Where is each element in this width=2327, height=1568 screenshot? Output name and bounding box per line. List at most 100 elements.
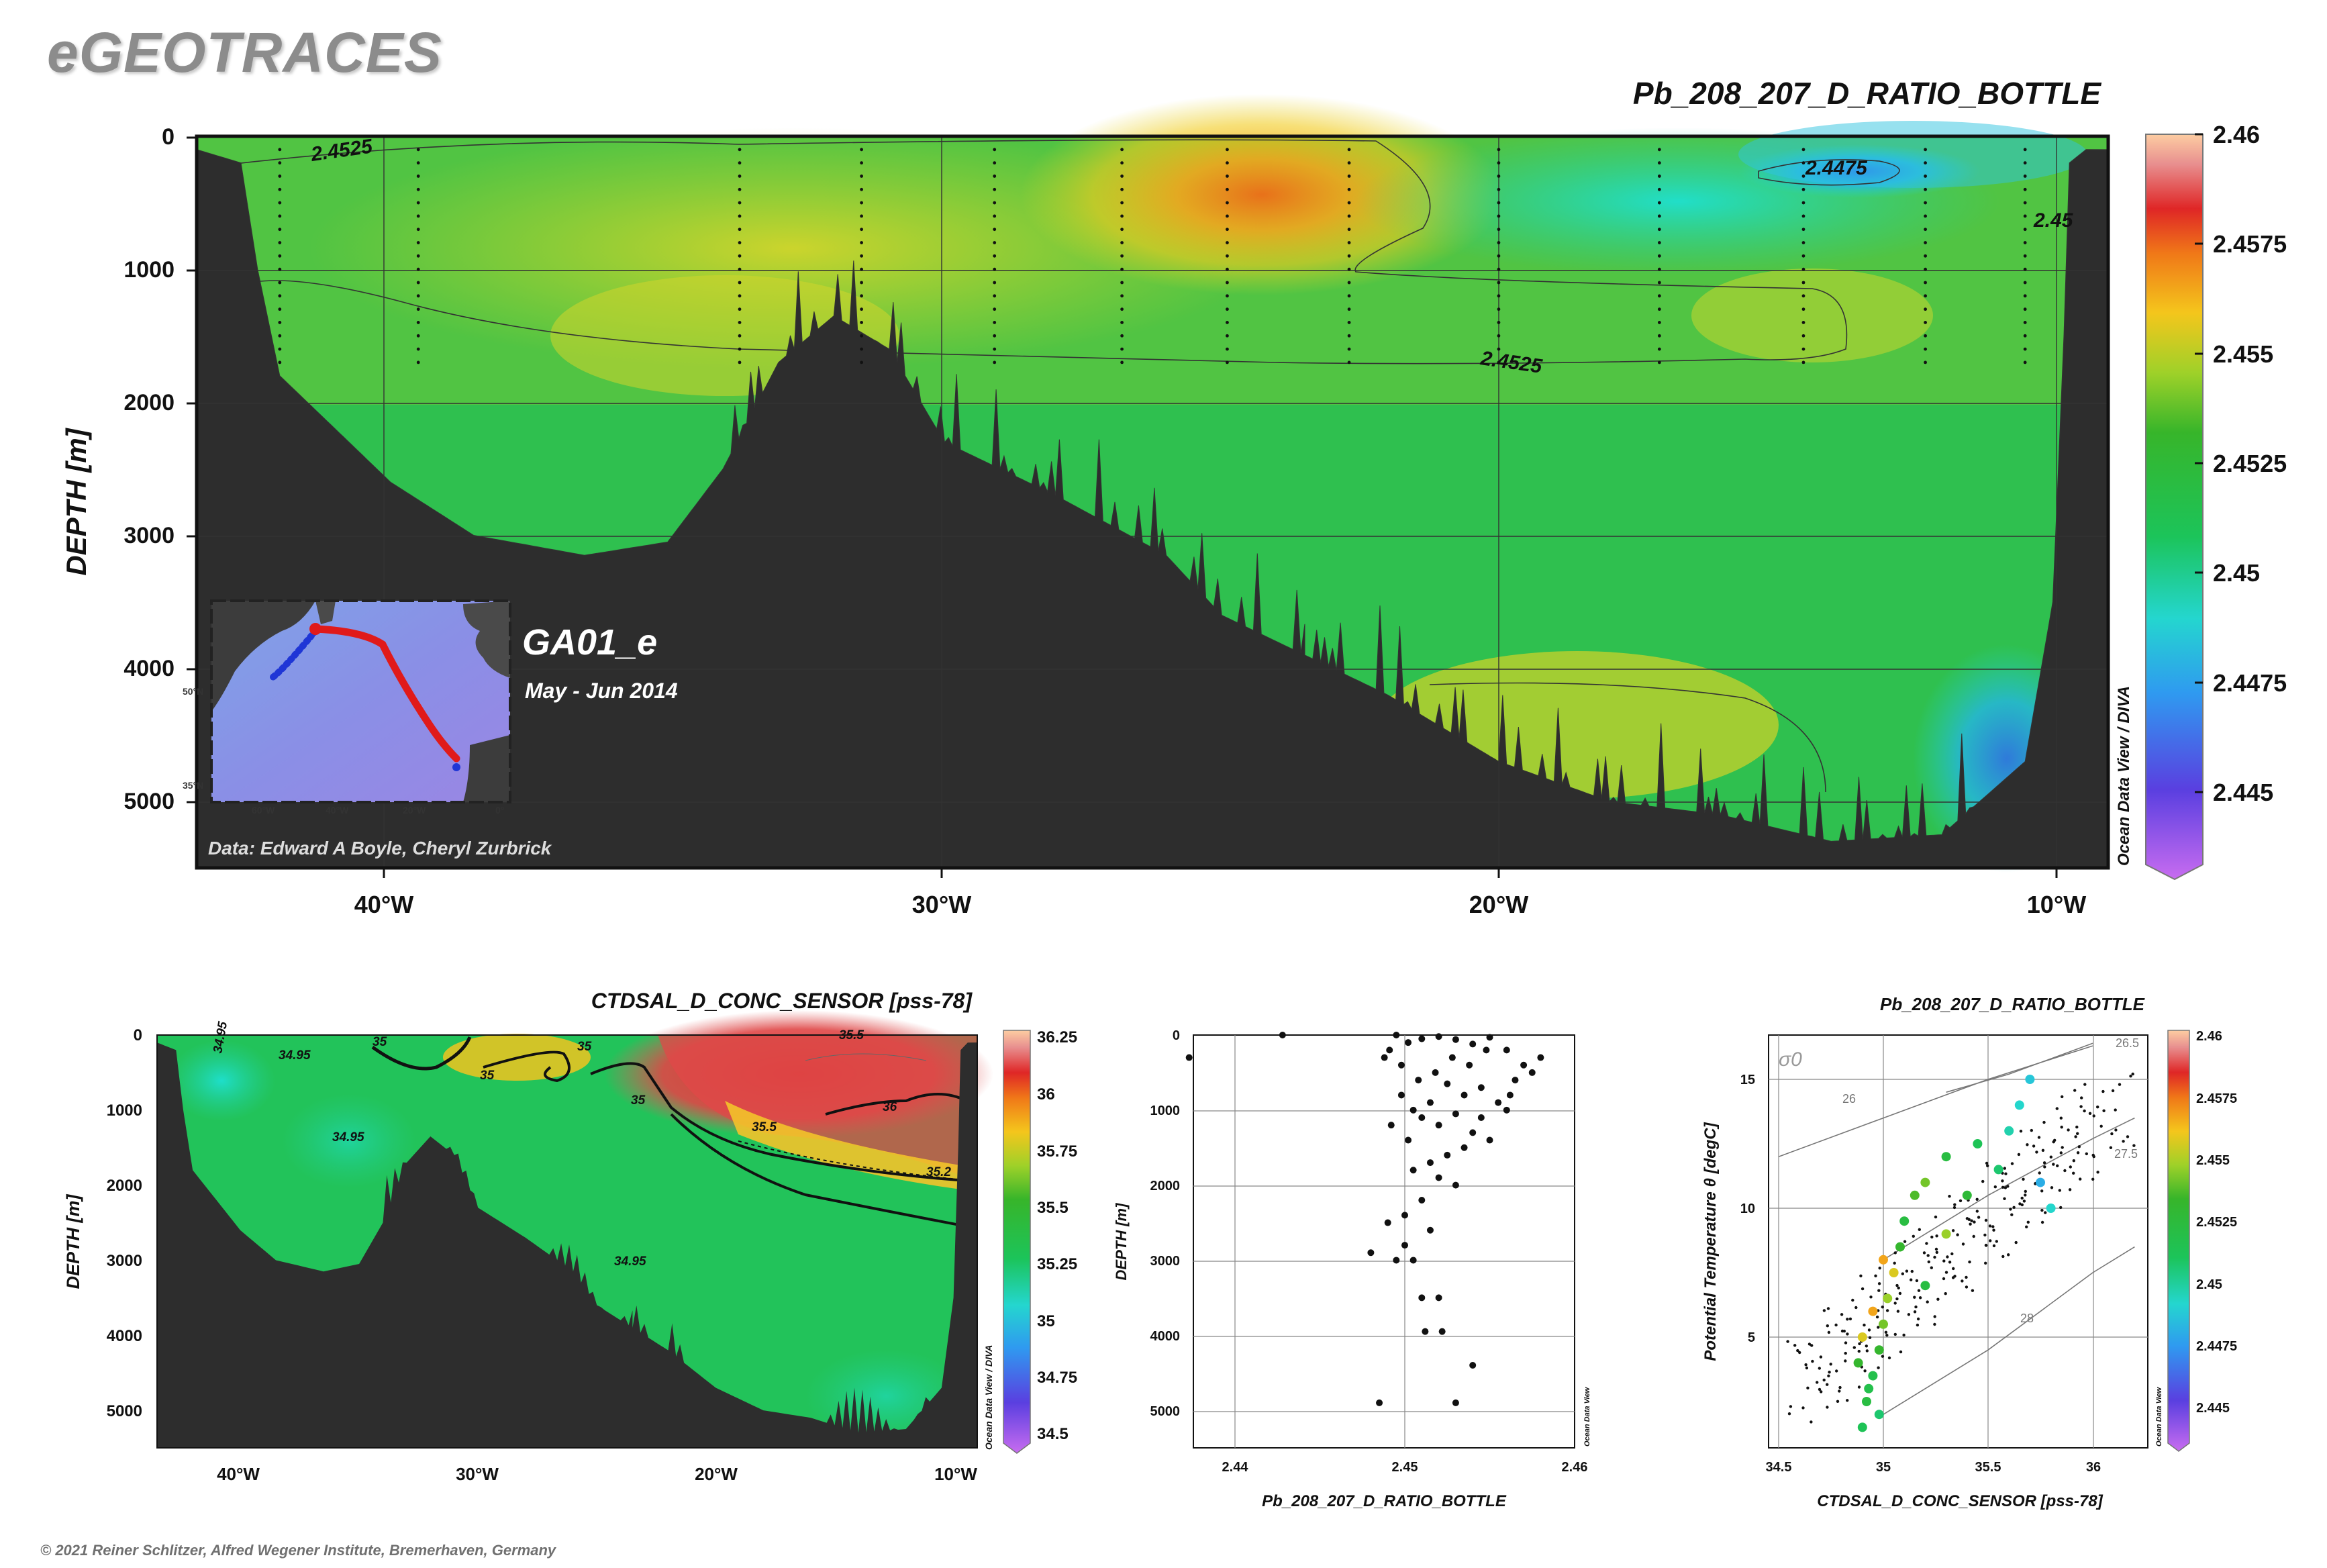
ts-background-point [1905, 1269, 1909, 1273]
ts-background-point [1822, 1378, 1826, 1382]
inset-land-europe [463, 601, 510, 678]
ts-background-point [1903, 1240, 1907, 1243]
salinity-red-layer [658, 1035, 977, 1181]
ts-background-point [2077, 1145, 2081, 1148]
sample-dot [278, 201, 282, 205]
profile-point [1405, 1136, 1412, 1144]
profile-point [1435, 1174, 1442, 1181]
brand-logo: eGEOTRACES [47, 21, 442, 84]
sample-dot [1801, 321, 1805, 324]
sample-dot [1801, 214, 1805, 218]
ts-background-point [2073, 1089, 2077, 1092]
profile-point [1444, 1080, 1451, 1087]
ts-background-point [1965, 1285, 1969, 1289]
sample-dot [1657, 267, 1661, 271]
ts-background-point [2040, 1220, 2044, 1224]
profile-point [1381, 1054, 1388, 1061]
ts-background-point [1895, 1297, 1899, 1301]
sample-dot [738, 228, 742, 232]
sample-dot [1657, 334, 1661, 338]
colorbar-tick: 2.455 [2196, 1153, 2230, 1168]
ts-background-point [2003, 1167, 2006, 1170]
ts-colored-point [2014, 1100, 2024, 1110]
ts-colored-point [1920, 1281, 1930, 1291]
sample-dot [993, 187, 997, 191]
sample-dot [2023, 360, 2027, 364]
y-tick: 4000 [107, 1327, 142, 1345]
main-section-y-label: DEPTH [m] [60, 427, 92, 575]
ts-background-point [1887, 1356, 1891, 1360]
ts-background-point [1910, 1278, 1913, 1281]
sample-dot [416, 161, 420, 165]
sample-dot [278, 360, 282, 364]
ts-background-point [1916, 1323, 1920, 1327]
profile-plot: 0 1000 2000 3000 4000 5000 DEPTH [m] 2.4… [1113, 1028, 1591, 1510]
sample-dot [993, 307, 997, 311]
ts-colored-point [1920, 1177, 1930, 1187]
sample-dot [860, 175, 864, 178]
sample-dot [278, 161, 282, 165]
ts-background-point [2080, 1096, 2083, 1099]
ts-background-point [1984, 1243, 1988, 1247]
main-section-grid [197, 136, 2108, 868]
sample-dot [2023, 254, 2027, 258]
ts-background-point [2019, 1130, 2023, 1133]
sample-dot [1657, 347, 1661, 351]
main-section-title: Pb_208_207_D_RATIO_BOTTLE [1633, 76, 2101, 111]
ts-background-point [2022, 1199, 2026, 1203]
sample-dot [1924, 360, 1927, 364]
ts-background-point [1818, 1367, 1821, 1370]
ts-background-point [1989, 1239, 1992, 1242]
ts-y-ticks: 15 10 5 [1740, 1073, 1755, 1345]
sample-dot [993, 347, 997, 351]
ts-background-point [2079, 1177, 2082, 1181]
profile-point [1426, 1226, 1434, 1234]
profile-point [1185, 1054, 1193, 1061]
ts-background-point [2059, 1151, 2063, 1155]
sample-dot [1657, 307, 1661, 311]
sample-dot [1497, 294, 1501, 298]
ts-background-point [1863, 1323, 1866, 1327]
sample-dot [1347, 241, 1351, 244]
sample-dot [1120, 307, 1124, 311]
sample-dot [1347, 267, 1351, 271]
ts-background-point [1822, 1309, 1826, 1312]
ts-background-point [2085, 1152, 2088, 1156]
salinity-frame [156, 1034, 978, 1449]
ts-frame [1768, 1034, 2148, 1449]
profile-y-ticks: 0 1000 2000 3000 4000 5000 [1150, 1028, 1181, 1419]
ts-colored-point [2036, 1177, 2045, 1187]
ts-colored-point [1941, 1152, 1951, 1162]
contour-label: 2.4475 [1805, 157, 1868, 179]
ts-background-point [1970, 1219, 1973, 1222]
ts-background-point [1895, 1283, 1899, 1287]
ts-background-point [1835, 1369, 1838, 1373]
profile-point [1537, 1054, 1544, 1061]
sample-dot [2023, 228, 2027, 232]
contour-label: 35 [577, 1040, 592, 1054]
ts-colored-point [1899, 1216, 1910, 1226]
ts-background-point [1827, 1330, 1831, 1334]
ts-background-point [1798, 1351, 1801, 1355]
ts-background-point [2076, 1132, 2079, 1136]
inset-land-africa [463, 735, 510, 802]
ts-background-point [1936, 1297, 1940, 1301]
ts-colored-point [1862, 1397, 1871, 1406]
inset-lon-label: 40°W [326, 805, 349, 816]
ts-background-point [1971, 1289, 1975, 1292]
profile-x-ticks: 2.44 2.45 2.46 [1222, 1460, 1588, 1475]
ts-colored-point [1879, 1255, 1888, 1265]
sample-dot [1120, 267, 1124, 271]
ts-background-point [1914, 1305, 1918, 1309]
sample-dot [738, 187, 742, 191]
ts-background-point [1857, 1385, 1861, 1389]
sample-dot [860, 294, 864, 298]
sample-dot [2023, 175, 2027, 178]
ts-background-point [1961, 1242, 1965, 1246]
sample-dot [1801, 254, 1805, 258]
sample-dot [860, 241, 864, 244]
x-tick: 2.46 [1562, 1460, 1588, 1475]
inset-lon-label: 20°W [403, 805, 426, 816]
sample-dot [2023, 334, 2027, 338]
salinity-section-chart: CTDSAL_D_CONC_SENSOR [pss-78] 34.95 35 3… [63, 989, 1077, 1484]
